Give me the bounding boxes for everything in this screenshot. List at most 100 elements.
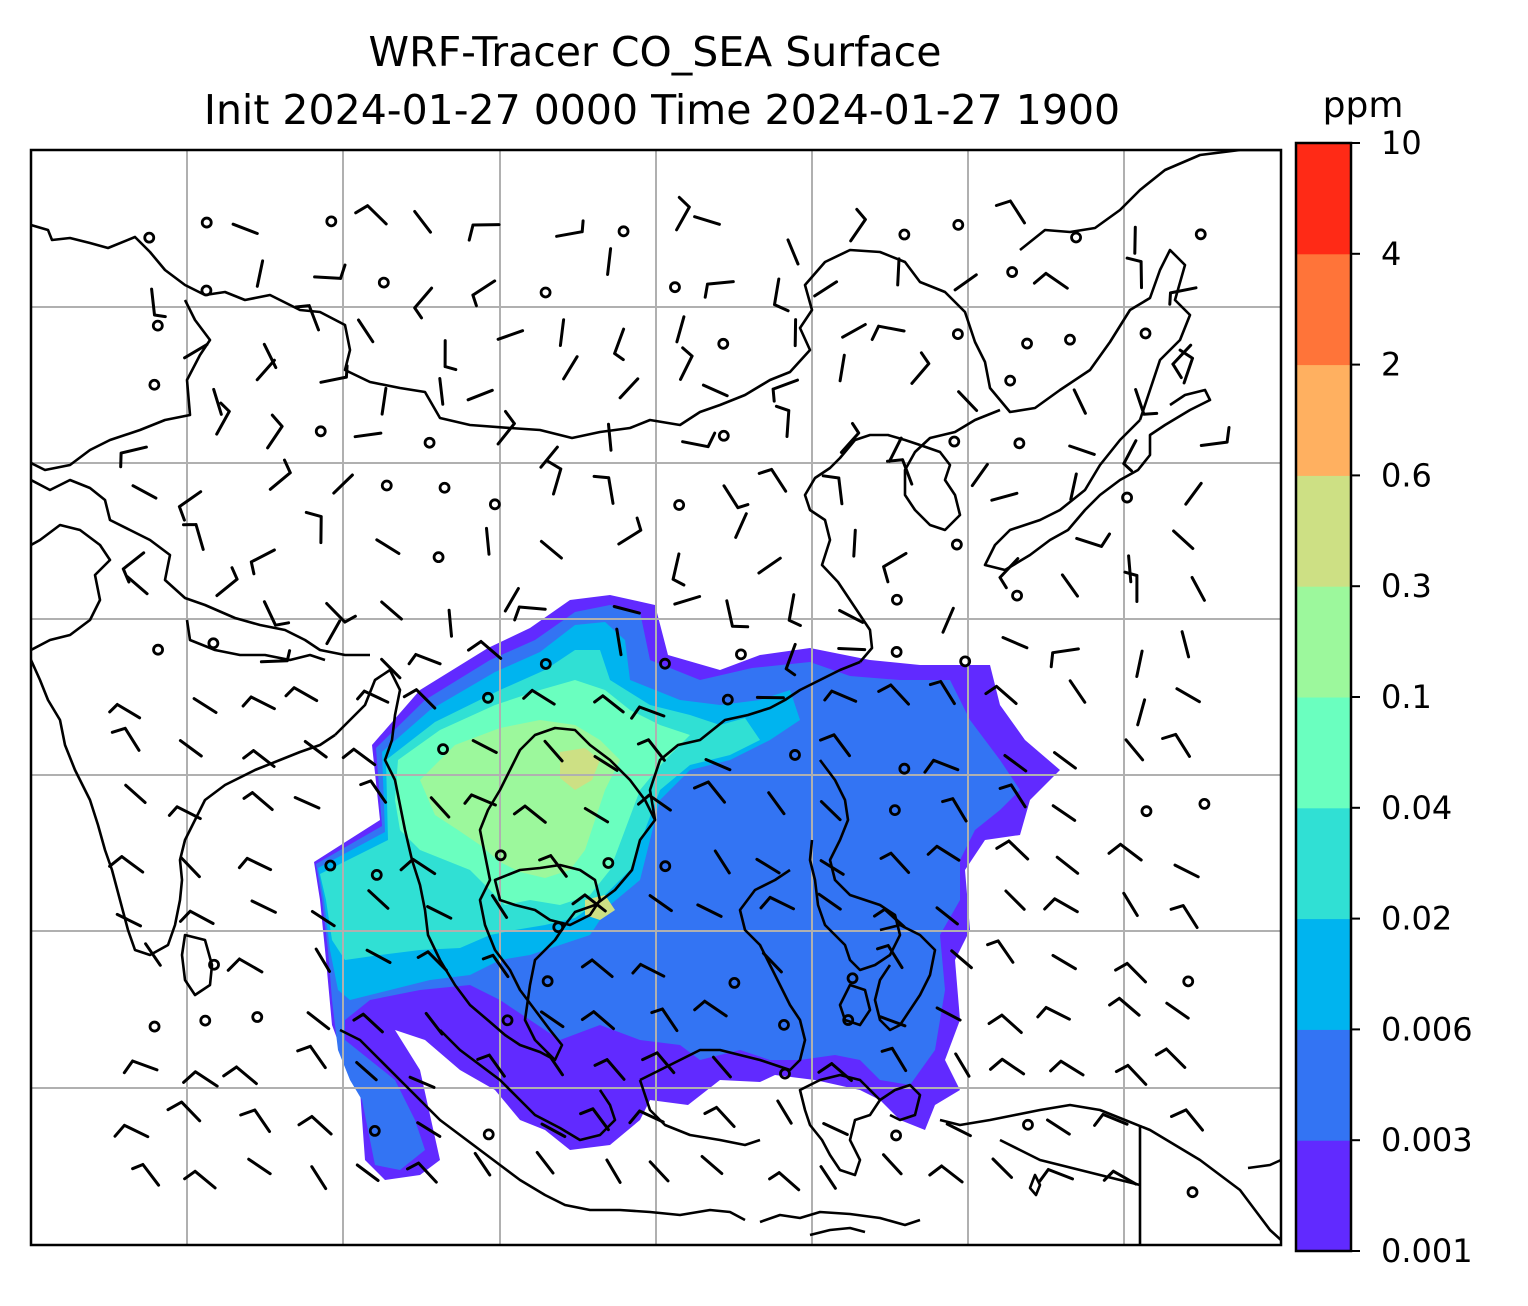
- wind-barb: [473, 1151, 492, 1177]
- wind-barb: [226, 957, 264, 974]
- wind-barb: [870, 324, 906, 341]
- wind-barb: [886, 458, 914, 486]
- wind-barb: [538, 854, 568, 878]
- calm-wind-marker: [950, 538, 963, 551]
- wind-barb: [354, 204, 388, 226]
- wind-barb: [776, 1099, 793, 1125]
- colorbar-band: [1296, 586, 1351, 698]
- wind-barb: [1154, 1047, 1187, 1069]
- wind-barb: [443, 339, 458, 372]
- wind-barb: [693, 780, 726, 804]
- wind-barb: [438, 377, 445, 406]
- colorbar-tick-label: 10: [1381, 124, 1422, 162]
- calm-wind-marker: [208, 958, 220, 971]
- wind-barb: [416, 1121, 442, 1138]
- wind-barb: [734, 512, 748, 539]
- wind-barb: [1169, 904, 1199, 929]
- calm-wind-marker: [143, 231, 156, 244]
- colorbar-unit: ppm: [1323, 85, 1404, 126]
- wind-barb: [873, 907, 906, 929]
- wind-barb: [631, 962, 666, 978]
- wind-barb: [821, 474, 844, 506]
- calm-wind-marker: [951, 328, 964, 340]
- calm-wind-marker: [539, 658, 552, 670]
- wind-barb: [355, 1061, 378, 1082]
- calm-wind-marker: [952, 218, 965, 231]
- wind-barb: [1161, 732, 1191, 758]
- wind-barb: [1102, 1169, 1138, 1186]
- wind-barb: [375, 538, 401, 555]
- wind-barb: [945, 1122, 972, 1138]
- wind-barb: [310, 910, 336, 928]
- calm-wind-marker: [1013, 437, 1026, 450]
- wind-barb: [1114, 961, 1147, 984]
- wind-barb: [877, 683, 910, 706]
- wind-barb: [467, 640, 503, 660]
- colorbar-band: [1296, 807, 1351, 920]
- wind-barb: [923, 758, 960, 774]
- wind-barb: [543, 739, 564, 763]
- wind-barb: [356, 689, 390, 704]
- colorbar-band: [1296, 1029, 1351, 1141]
- colorbar-tick-label: 0.006: [1381, 1010, 1473, 1048]
- wind-barb: [761, 951, 783, 974]
- wind-barb: [1004, 889, 1026, 911]
- wind-barb: [1171, 343, 1193, 380]
- wind-barb: [183, 1169, 217, 1190]
- wind-barb: [771, 378, 799, 403]
- wind-barb: [242, 749, 276, 768]
- colorbar-tick-label: 0.6: [1381, 456, 1432, 494]
- calm-wind-marker: [423, 436, 436, 449]
- wind-barb: [539, 539, 563, 560]
- wind-barb: [990, 491, 1019, 502]
- wind-barb: [693, 215, 721, 226]
- colorbar-tick-label: 0.04: [1381, 789, 1452, 827]
- wind-barb: [325, 602, 357, 624]
- calm-wind-marker: [617, 225, 630, 238]
- wind-barb: [249, 548, 276, 576]
- calm-wind-marker: [207, 637, 220, 650]
- wind-barb: [926, 844, 961, 862]
- wind-barb: [304, 510, 323, 545]
- wind-barb: [341, 747, 377, 767]
- calm-wind-marker: [898, 228, 911, 241]
- calm-wind-marker: [842, 1014, 855, 1026]
- wind-barb: [124, 783, 147, 804]
- wind-barb: [1122, 439, 1138, 473]
- wind-barb: [882, 1153, 903, 1176]
- wind-barb: [593, 755, 619, 772]
- wind-barb: [463, 793, 497, 807]
- wind-barb: [1168, 286, 1198, 306]
- wind-barb: [424, 1011, 444, 1036]
- wind-barb: [759, 895, 795, 911]
- wind-barb: [490, 894, 509, 919]
- calm-wind-marker: [325, 215, 338, 228]
- wind-barb: [447, 608, 453, 638]
- wind-barb: [1165, 1001, 1190, 1020]
- wind-barb: [580, 1010, 615, 1031]
- wind-barb: [426, 905, 453, 920]
- wind-barb: [876, 944, 904, 970]
- wind-barb: [722, 484, 750, 510]
- wind-barb: [571, 893, 607, 913]
- wind-barbs: [108, 195, 1231, 1199]
- wind-barb: [628, 1109, 665, 1125]
- wind-barb: [555, 219, 585, 238]
- wind-barb: [310, 1165, 328, 1191]
- wind-barb: [838, 609, 865, 624]
- calm-wind-marker: [1198, 798, 1211, 810]
- wind-barb: [954, 1052, 971, 1078]
- calm-wind-marker: [890, 646, 903, 658]
- wind-barb: [296, 1044, 327, 1070]
- colorbar-tick-label: 0.1: [1381, 678, 1432, 716]
- wind-barb: [1180, 630, 1191, 659]
- wind-barb: [144, 942, 162, 967]
- wind-barb: [215, 566, 239, 598]
- wind-barb: [313, 263, 347, 280]
- wind-barb: [641, 1051, 676, 1075]
- wind-barb: [167, 805, 202, 821]
- wind-barb: [512, 804, 547, 824]
- wind-barb: [1075, 532, 1111, 548]
- wind-barb: [1184, 481, 1203, 506]
- colorbar-band: [1296, 1140, 1351, 1252]
